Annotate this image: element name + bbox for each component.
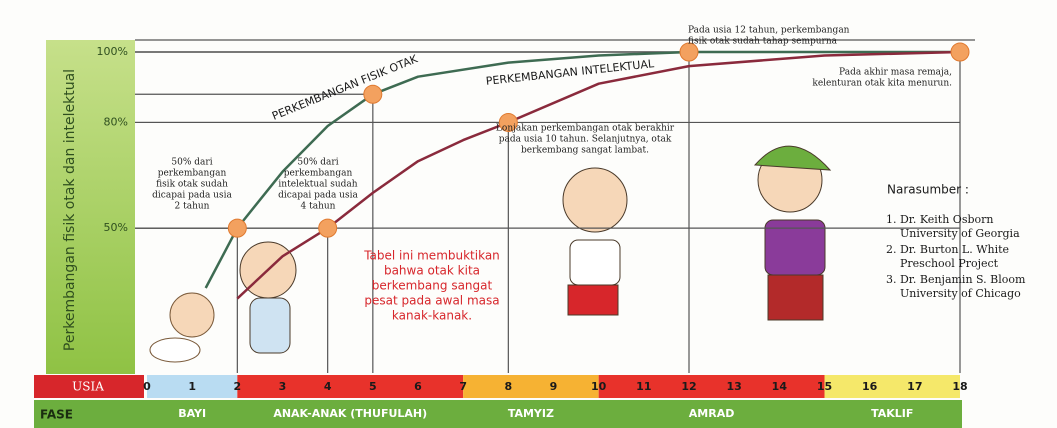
highlight-point (679, 42, 699, 62)
annotation-line: 4 tahun (301, 202, 336, 212)
annotation-line: bahwa otak kita (384, 264, 480, 278)
y-tick-label: 100% (97, 45, 128, 58)
annotation-line: berkembang sangat lambat. (521, 146, 649, 156)
source-name: 2. Dr. Burton L. White (886, 243, 1009, 256)
annotation-line: dicapai pada usia (152, 191, 232, 201)
x-tick-label: 10 (591, 380, 607, 393)
age-band (147, 375, 238, 398)
annotation-line: 50% dari (171, 158, 212, 168)
annotation-line: fisik otak sudah tahap sempurna (688, 37, 838, 47)
y-tick-label: 80% (104, 115, 128, 128)
phase-name: BAYI (178, 407, 206, 420)
x-tick-label: 5 (369, 380, 377, 393)
age-band (237, 375, 464, 398)
series-line (236, 50, 961, 300)
x-tick-label: 15 (817, 380, 832, 393)
annotation-line: kelenturan otak kita menurun. (812, 79, 952, 89)
x-tick-label: 0 (143, 380, 151, 393)
annotation-line: 50% dari (297, 158, 338, 168)
x-tick-label: 2 (234, 380, 242, 393)
x-axis-label: USIA (72, 380, 104, 394)
x-tick-label: 16 (862, 380, 878, 393)
annotation-line: Lonjakan perkembangan otak berakhir (496, 124, 675, 134)
annotation-line: dicapai pada usia (278, 191, 358, 201)
x-tick-label: 8 (505, 380, 513, 393)
annotation-line: 2 tahun (175, 202, 210, 212)
source-affiliation: University of Georgia (900, 227, 1020, 240)
age-band (598, 375, 825, 398)
x-tick-label: 13 (727, 380, 742, 393)
phase-bar (34, 400, 962, 428)
highlight-point (363, 84, 383, 104)
annotation-line: pada usia 10 tahun. Selanjutnya, otak (499, 135, 672, 145)
x-tick-label: 7 (459, 380, 467, 393)
x-tick-label: 18 (952, 380, 967, 393)
x-tick-label: 12 (681, 380, 696, 393)
annotation-line: fisik otak sudah (156, 180, 228, 190)
x-tick-label: 4 (324, 380, 332, 393)
y-axis-label: Perkembangan fisik otak dan intelektual (62, 69, 78, 351)
series-line (204, 50, 960, 289)
phase-name: ANAK-ANAK (THUFULAH) (273, 407, 427, 420)
source-name: 3. Dr. Benjamin S. Bloom (886, 273, 1026, 286)
annotation-line: Pada usia 12 tahun, perkembangan (688, 26, 850, 36)
highlight-point (950, 42, 970, 62)
annotation-line: kanak-kanak. (392, 309, 472, 323)
annotation-line: perkembangan (158, 169, 227, 179)
age-band (824, 375, 960, 398)
y-panel (46, 40, 135, 374)
sources-title: Narasumber : (887, 183, 969, 197)
x-tick-label: 9 (550, 380, 558, 393)
age-label-bg (34, 375, 144, 398)
highlight-point (498, 112, 518, 132)
annotation-line: intelektual sudah (278, 180, 357, 190)
child-teen (753, 145, 832, 321)
source-affiliation: University of Chicago (900, 287, 1021, 300)
phase-label: FASE (40, 408, 73, 422)
phase-name: AMRAD (689, 407, 735, 420)
annotation-line: Tabel ini membuktikan (363, 249, 500, 263)
x-tick-label: 1 (188, 380, 196, 393)
annotation-line: pesat pada awal masa (364, 294, 499, 308)
phase-name: TAKLIF (871, 407, 913, 420)
x-tick-label: 11 (636, 380, 651, 393)
source-name: 1. Dr. Keith Osborn (886, 213, 993, 226)
annotation-line: berkembang sangat (372, 279, 493, 293)
age-band (463, 375, 599, 398)
x-tick-label: 6 (414, 380, 422, 393)
x-tick-label: 3 (279, 380, 287, 393)
x-tick-label: 14 (772, 380, 788, 393)
child-school (562, 167, 628, 316)
child-baby (149, 292, 215, 363)
x-tick-label: 17 (907, 380, 922, 393)
source-affiliation: Preschool Project (900, 257, 999, 270)
phase-name: TAMYIZ (508, 407, 554, 420)
annotation-line: perkembangan (284, 169, 353, 179)
y-tick-label: 50% (104, 221, 128, 234)
highlight-point (227, 218, 247, 238)
annotation-line: Pada akhir masa remaja, (839, 68, 952, 78)
highlight-point (318, 218, 338, 238)
